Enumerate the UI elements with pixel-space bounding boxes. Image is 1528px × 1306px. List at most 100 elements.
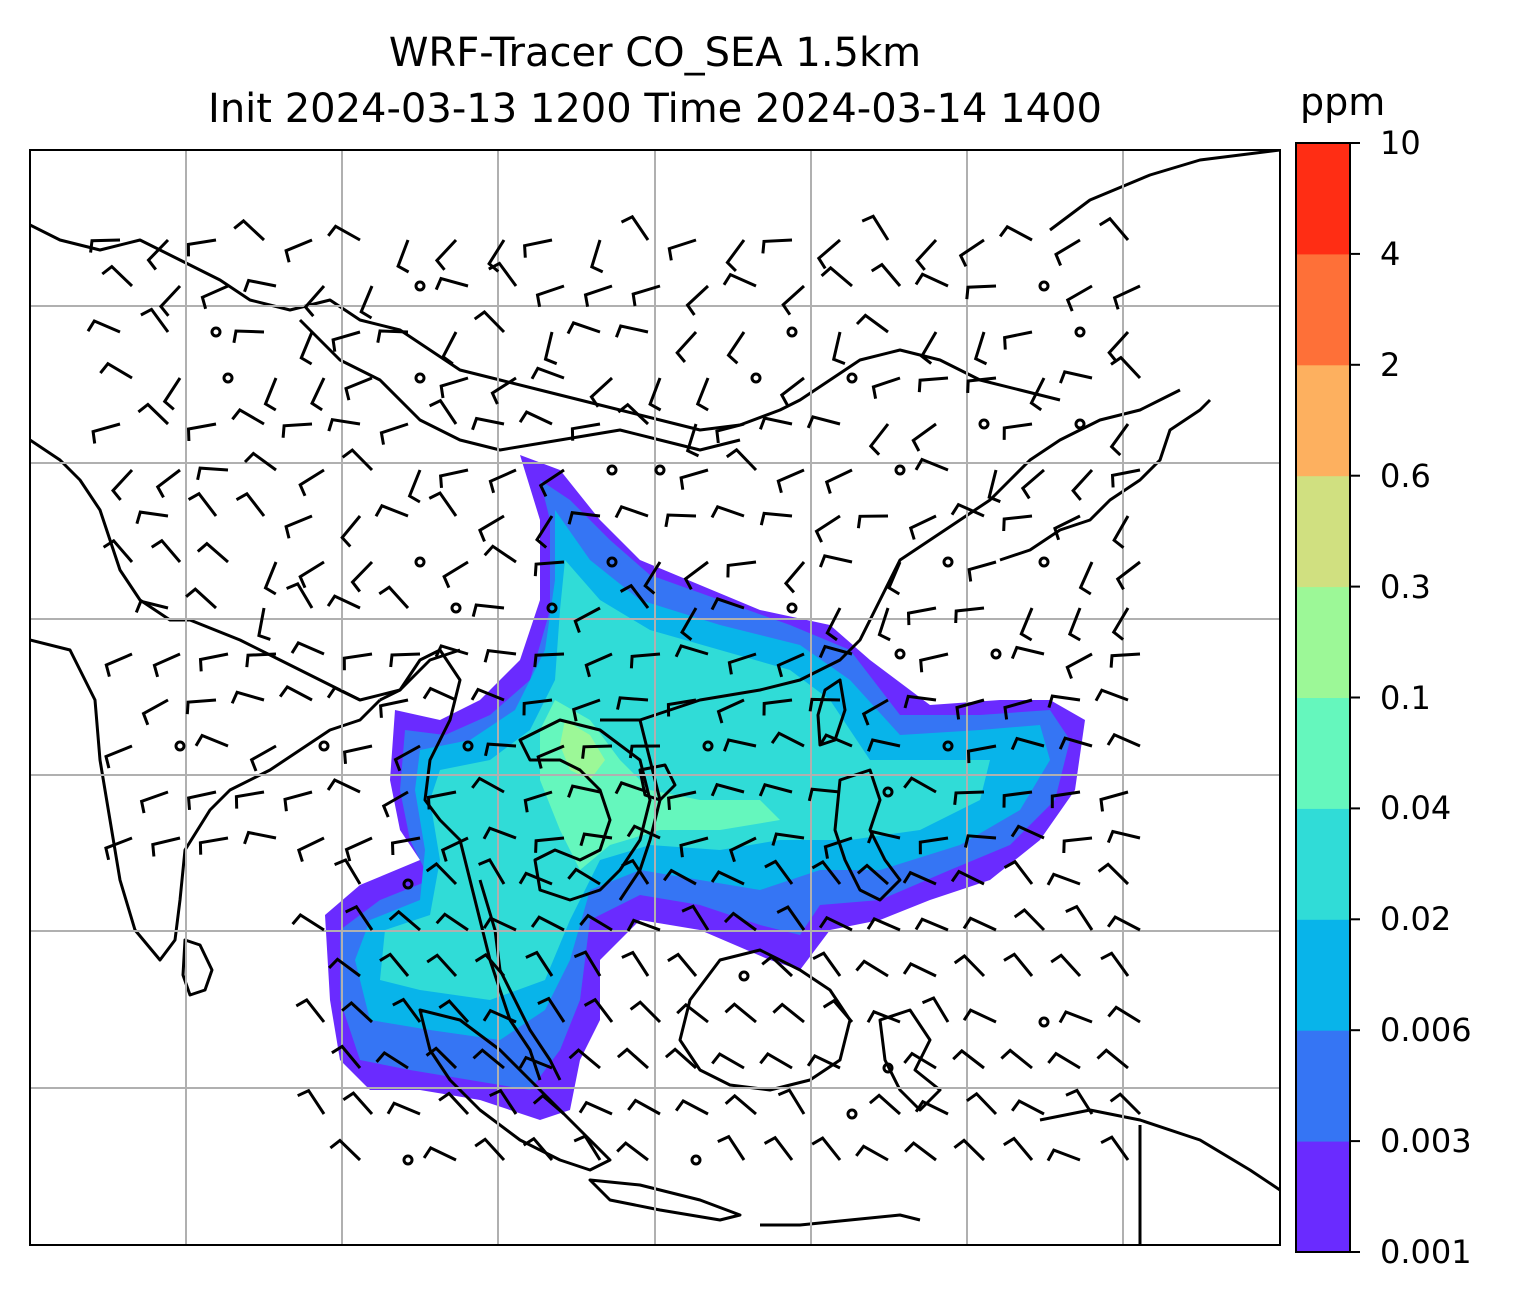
wind-barb bbox=[662, 868, 697, 886]
wind-barb bbox=[342, 1091, 374, 1115]
wind-barb bbox=[567, 511, 601, 525]
calm-wind-marker bbox=[942, 740, 954, 752]
coastline-java bbox=[588, 1178, 742, 1222]
wind-barb bbox=[871, 376, 901, 399]
wind-barb bbox=[1046, 872, 1081, 886]
wind-barb bbox=[887, 561, 902, 596]
colorbar-tick-label: 0.1 bbox=[1380, 678, 1431, 717]
wind-barb bbox=[1002, 422, 1033, 440]
wind-barb bbox=[908, 514, 937, 540]
wind-barb bbox=[825, 607, 842, 642]
wind-barb bbox=[953, 1138, 986, 1162]
wind-barb bbox=[139, 790, 169, 814]
calm-wind-marker bbox=[174, 740, 186, 752]
wind-barb bbox=[685, 423, 700, 458]
wind-barb bbox=[1029, 377, 1046, 412]
wind-barb bbox=[914, 1099, 949, 1116]
wind-barb bbox=[135, 510, 169, 525]
colorbar-tick-label: 10 bbox=[1380, 124, 1421, 162]
colorbar-tick-label: 0.006 bbox=[1380, 1011, 1472, 1050]
wind-barb bbox=[522, 1136, 554, 1161]
colorbar-tick-label: 0.02 bbox=[1380, 900, 1452, 939]
wind-barb bbox=[917, 376, 949, 393]
coastline-india bbox=[30, 638, 382, 962]
wind-barb bbox=[725, 239, 746, 272]
wind-barb bbox=[483, 648, 517, 663]
calm-wind-marker bbox=[546, 602, 558, 614]
calm-wind-marker bbox=[222, 372, 234, 384]
wind-barb bbox=[902, 870, 937, 886]
wind-barb bbox=[141, 698, 169, 726]
wind-barb bbox=[589, 376, 614, 408]
wind-barb bbox=[1047, 694, 1081, 709]
wind-barb bbox=[537, 996, 566, 1023]
wind-barb bbox=[776, 468, 805, 494]
wind-barb bbox=[438, 1091, 470, 1116]
wind-barb bbox=[724, 1093, 757, 1116]
wind-barb bbox=[518, 410, 553, 426]
wind-barb bbox=[392, 997, 422, 1023]
wind-barb bbox=[474, 1137, 506, 1162]
wind-barb bbox=[620, 214, 650, 241]
plume-layer-4 bbox=[380, 560, 990, 1000]
wind-barb bbox=[284, 238, 313, 263]
wind-barb bbox=[1106, 915, 1141, 932]
wind-barb bbox=[543, 331, 558, 366]
wind-barb bbox=[482, 1008, 517, 1024]
wind-barb bbox=[962, 1008, 997, 1024]
wind-barb bbox=[298, 560, 325, 589]
wind-barb bbox=[761, 238, 793, 254]
wind-barb bbox=[866, 738, 901, 752]
plume-layer-5 bbox=[540, 700, 780, 870]
wind-barb bbox=[952, 1048, 985, 1070]
wind-barb bbox=[818, 733, 853, 748]
wind-barb bbox=[473, 310, 506, 334]
wind-barb bbox=[396, 239, 410, 274]
wind-barb bbox=[536, 744, 565, 769]
wind-barb bbox=[344, 836, 373, 862]
wind-barb bbox=[726, 331, 746, 365]
wind-barb bbox=[919, 331, 938, 365]
wind-barb bbox=[390, 836, 421, 856]
wind-barb bbox=[573, 950, 602, 977]
wind-barb bbox=[194, 733, 229, 748]
wind-barb bbox=[664, 1047, 697, 1070]
wind-barb bbox=[818, 554, 853, 568]
wind-barb bbox=[137, 402, 170, 426]
wind-barb bbox=[631, 284, 661, 307]
wind-barb bbox=[666, 698, 697, 717]
wind-barb bbox=[987, 469, 1001, 504]
calm-wind-marker bbox=[606, 556, 618, 568]
wind-barb bbox=[1013, 908, 1046, 932]
wind-barb bbox=[783, 561, 806, 594]
wind-barb bbox=[530, 366, 565, 380]
wind-barb bbox=[86, 319, 121, 334]
wind-barb bbox=[1109, 423, 1130, 457]
wind-barb bbox=[674, 644, 709, 658]
wind-barb bbox=[617, 402, 650, 426]
calm-wind-marker bbox=[606, 464, 618, 476]
wind-barb bbox=[378, 585, 410, 610]
coastline-sulawesi bbox=[878, 1008, 942, 1112]
coastlines bbox=[30, 150, 1280, 1245]
calm-wind-marker bbox=[786, 602, 798, 614]
colorbar-swatch bbox=[1296, 919, 1350, 1031]
wind-barb bbox=[902, 961, 937, 978]
wind-barb bbox=[814, 514, 841, 543]
wind-barb bbox=[570, 422, 601, 441]
wind-barb bbox=[374, 503, 409, 518]
colorbar-unit-label: ppm bbox=[1300, 80, 1386, 124]
wind-barb bbox=[667, 790, 697, 811]
calm-wind-marker bbox=[1038, 280, 1050, 292]
wind-barb bbox=[102, 538, 134, 563]
wind-barb bbox=[616, 696, 649, 710]
wind-barb bbox=[101, 264, 134, 288]
wind-barb bbox=[426, 790, 457, 810]
wind-barb bbox=[571, 698, 601, 722]
calm-wind-marker bbox=[402, 1154, 414, 1166]
wind-barb bbox=[861, 214, 890, 241]
wind-barb bbox=[812, 951, 842, 977]
wind-barb bbox=[966, 744, 997, 764]
calm-wind-marker bbox=[402, 878, 414, 890]
wind-barb bbox=[723, 911, 757, 932]
